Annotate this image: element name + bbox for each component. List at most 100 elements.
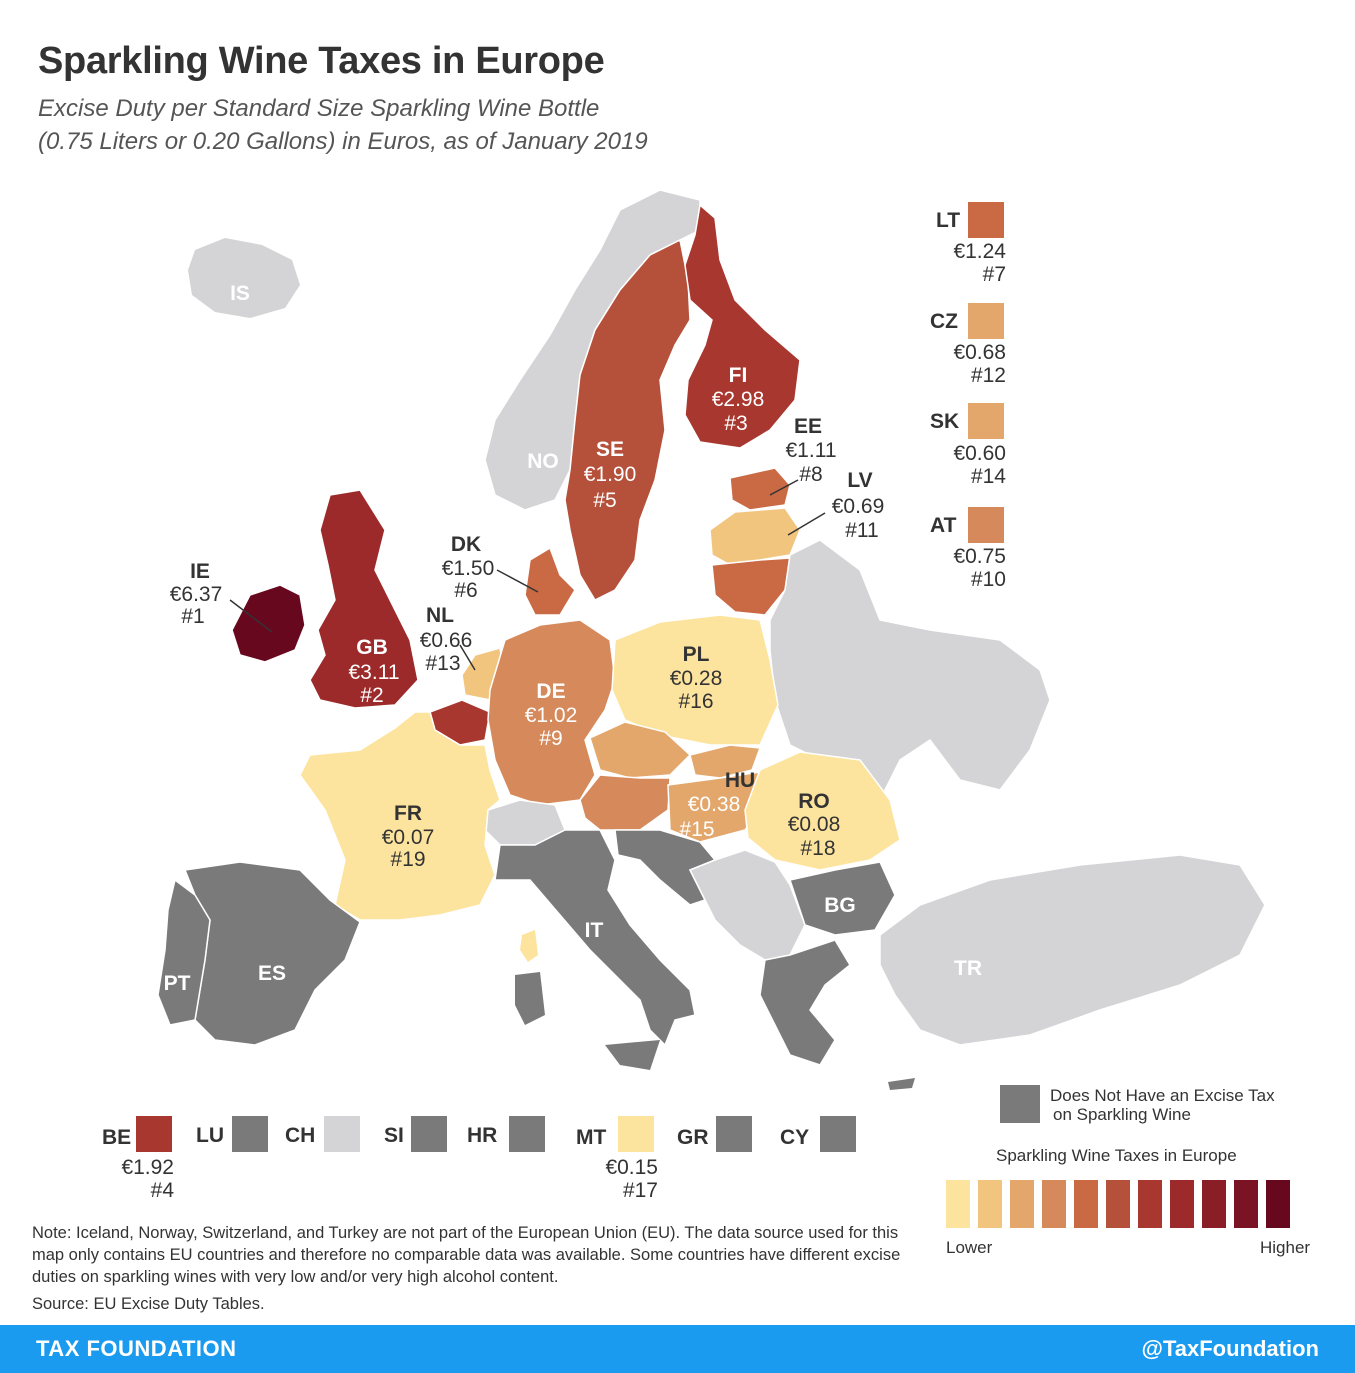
legend-no-tax-line1: Does Not Have an Excise Tax [1050,1086,1275,1105]
label-fr: FR €0.07 #19 [382,802,435,871]
label-nl-value: €0.66 [420,629,473,652]
inset-cz-code: CZ [930,310,958,333]
label-se-value: €1.90 [584,463,637,486]
legend-scale-step-7 [1138,1180,1162,1228]
inset-lt-swatch [968,202,1004,238]
country-cz [589,721,692,779]
label-pl-rank: #16 [678,690,713,713]
inset-at-code: AT [930,514,957,537]
inset-be-code: BE [102,1126,132,1149]
label-de-value: €1.02 [525,704,578,727]
label-nl-code: NL [426,604,454,627]
label-ie-value: €6.37 [170,583,223,606]
label-ie: IE €6.37 #1 [170,560,223,628]
label-nl-rank: #13 [425,652,460,675]
island-sardinia [515,972,545,1025]
label-fi-code: FI [729,364,748,387]
inset-ch-code: CH [285,1124,316,1147]
inset-sk-swatch [968,403,1004,439]
legend-scale-step-10 [1234,1180,1258,1228]
label-hu-value: €0.38 [688,793,741,816]
leader-ie [229,599,273,633]
label-de: DE €1.02 #9 [525,680,578,750]
inset-sk-value: €0.60 [953,442,1006,465]
label-ee-code: EE [794,415,822,438]
leader-nl [459,644,476,671]
legend-scale-step-1 [946,1180,970,1228]
inset-lt-rank: #7 [982,263,1006,286]
label-is-code: IS [230,282,250,305]
country-se [564,238,691,601]
label-pt: PT [164,972,191,995]
island-sicily [605,1040,660,1070]
label-ie-rank: #1 [181,605,204,628]
inset-hr-swatch [509,1116,545,1152]
label-pt-code: PT [164,972,191,995]
label-gb-code: GB [356,636,388,659]
label-dk-rank: #6 [454,579,477,602]
inset-si-code: SI [384,1124,404,1147]
label-ee-rank: #8 [799,463,822,486]
label-ro-code: RO [798,790,830,813]
country-bg [789,861,896,936]
leader-dk [496,569,539,593]
legend-higher-label: Higher [1260,1238,1311,1257]
country-is [188,238,300,318]
country-ee [729,467,791,511]
inset-lu-swatch [232,1116,268,1152]
label-nl: NL €0.66 #13 [420,604,473,675]
inset-at-swatch [968,507,1004,543]
label-pl: PL €0.28 #16 [670,643,723,713]
island-crete [888,1078,915,1090]
label-it-code: IT [585,919,604,942]
label-pl-code: PL [683,643,710,666]
chart-subtitle: Excise Duty per Standard Size Sparkling … [38,92,648,158]
label-pl-value: €0.28 [670,667,723,690]
label-ie-code: IE [190,560,210,583]
country-at [579,774,671,831]
legend-no-tax-line2: on Sparkling Wine [1053,1105,1191,1124]
inset-cy-swatch [820,1116,856,1152]
country-es [183,861,361,1046]
inset-at-value: €0.75 [953,545,1006,568]
inset-mt-code: MT [576,1126,607,1149]
country-pt [157,878,211,1026]
inset-lt-code: LT [936,209,961,232]
inset-cy-code: CY [780,1126,810,1149]
label-se: SE €1.90 #5 [584,438,637,512]
leader-ee [769,479,799,496]
footnote: Note: Iceland, Norway, Switzerland, and … [32,1224,901,1286]
label-dk-code: DK [451,533,481,556]
legend-scale-step-5 [1074,1180,1098,1228]
legend-scale-step-11 [1266,1180,1290,1228]
label-hu-code: HU [725,769,755,792]
footer-handle: @TaxFoundation [1141,1336,1319,1361]
inset-be-value: €1.92 [121,1156,174,1179]
country-gb [309,489,419,709]
label-es-code: ES [258,962,286,985]
legend-scale-step-4 [1042,1180,1066,1228]
subtitle-line-1: Excise Duty per Standard Size Sparkling … [38,95,600,122]
source-note: Source: EU Excise Duty Tables. [32,1295,265,1313]
island-corsica [520,930,538,962]
label-ro-rank: #18 [800,837,835,860]
inset-cz-value: €0.68 [953,341,1006,364]
country-ro [744,751,901,871]
label-de-rank: #9 [539,727,562,750]
label-it: IT [585,919,604,942]
label-fi-value: €2.98 [712,388,765,411]
inset-at-rank: #10 [970,568,1006,591]
label-lv-rank: #11 [845,519,878,542]
label-fr-code: FR [394,802,422,825]
inset-sk-code: SK [930,410,960,433]
label-se-code: SE [596,438,624,461]
label-gb-rank: #2 [360,684,383,707]
label-tr-code: TR [954,957,982,980]
inset-cz-rank: #12 [970,364,1006,387]
country-fi [684,203,801,449]
legend-no-tax-text: Does Not Have an Excise Tax on Sparkling… [1050,1086,1275,1124]
country-gr [759,939,851,1066]
legend-no-tax-swatch [1000,1085,1040,1123]
label-gb-value: €3.11 [349,661,400,684]
